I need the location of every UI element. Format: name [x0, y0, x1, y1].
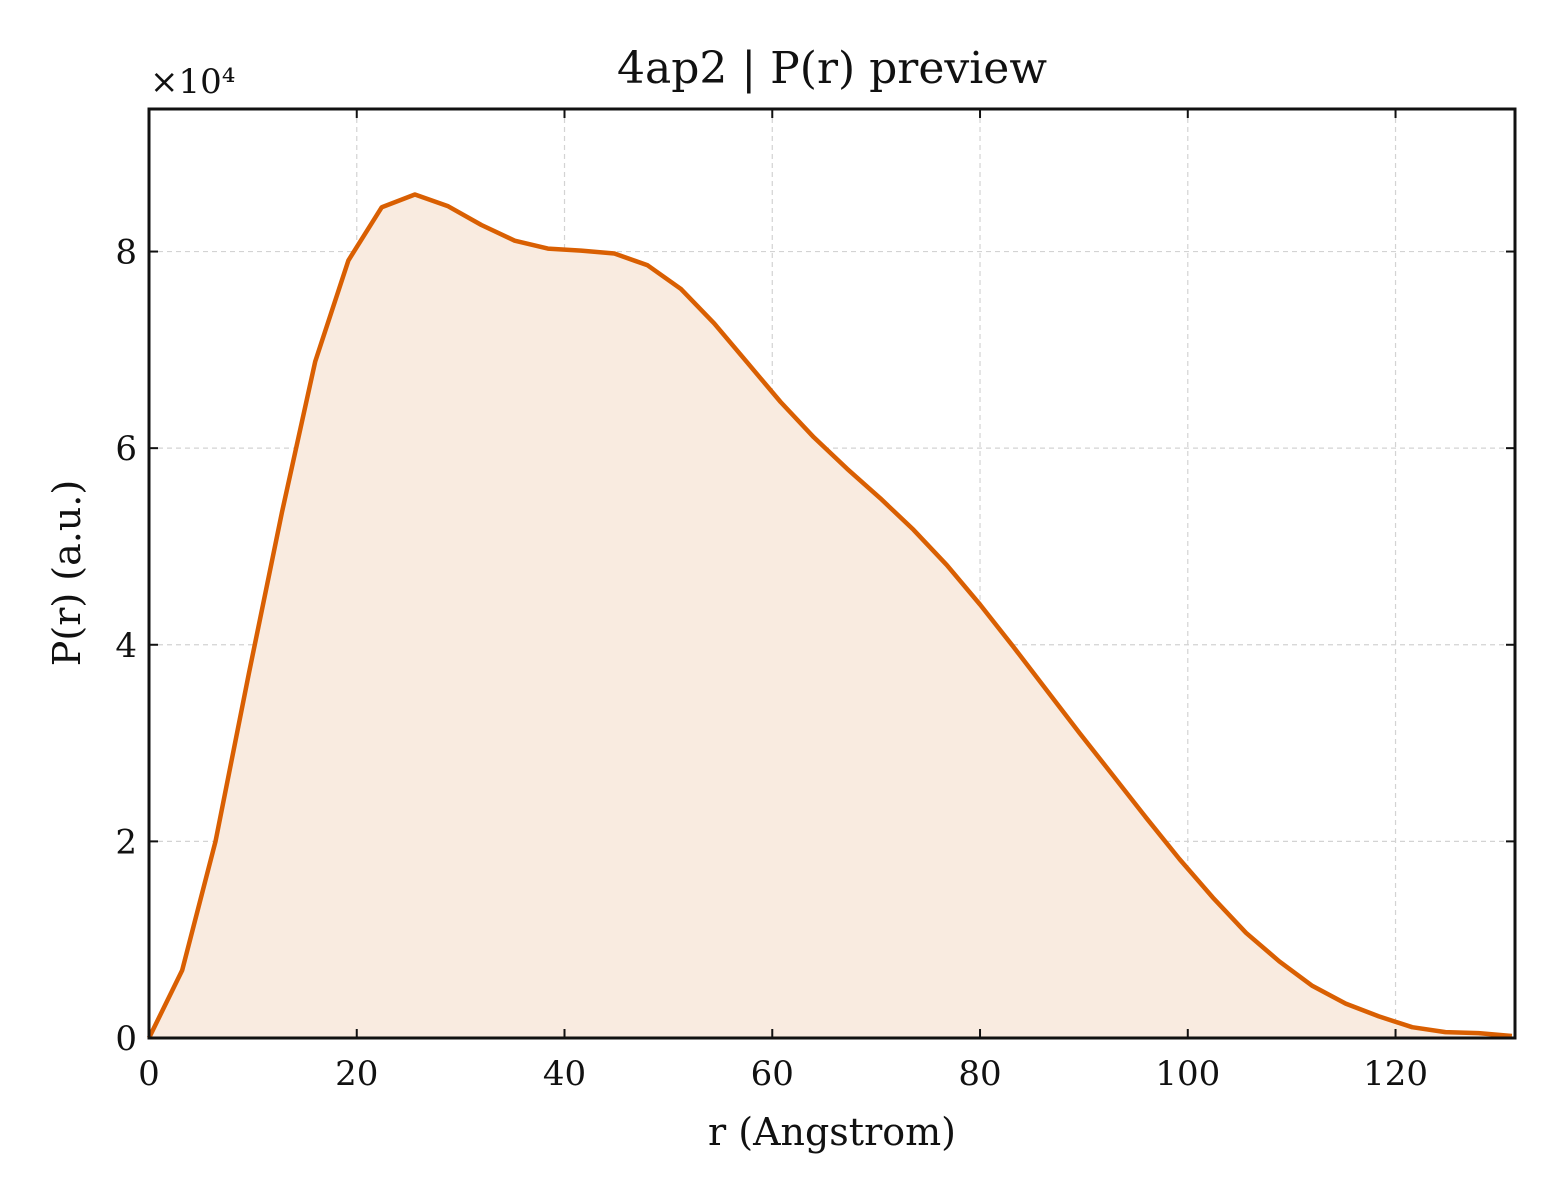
- y-tick-label: 4: [115, 626, 137, 666]
- plot-frame: [147, 107, 1517, 1040]
- x-tick-label: 20: [335, 1054, 378, 1094]
- series-line: [146, 192, 1513, 1039]
- x-tick-label: 40: [543, 1054, 586, 1094]
- y-tick-label: 6: [115, 429, 137, 469]
- y-tick-label: 0: [115, 1019, 137, 1059]
- area-fill: [149, 194, 1512, 1038]
- x-tick-label: 0: [138, 1054, 160, 1094]
- y-tick-label: 2: [115, 822, 137, 862]
- chart-title: 4ap2 | P(r) preview: [617, 43, 1047, 94]
- ticks: 0 20 40 60 80 100 120 0 2 4 6 8: [115, 109, 1515, 1094]
- x-tick-label: 100: [1155, 1054, 1220, 1094]
- y-axis-multiplier: ×10⁴: [150, 62, 235, 102]
- x-axis-label: r (Angstrom): [708, 1110, 956, 1154]
- x-tick-label: 60: [751, 1054, 794, 1094]
- y-tick-label: 8: [115, 233, 137, 273]
- x-tick-label: 120: [1363, 1054, 1428, 1094]
- x-tick-label: 80: [958, 1054, 1001, 1094]
- y-axis-label: P(r) (a.u.): [45, 480, 89, 666]
